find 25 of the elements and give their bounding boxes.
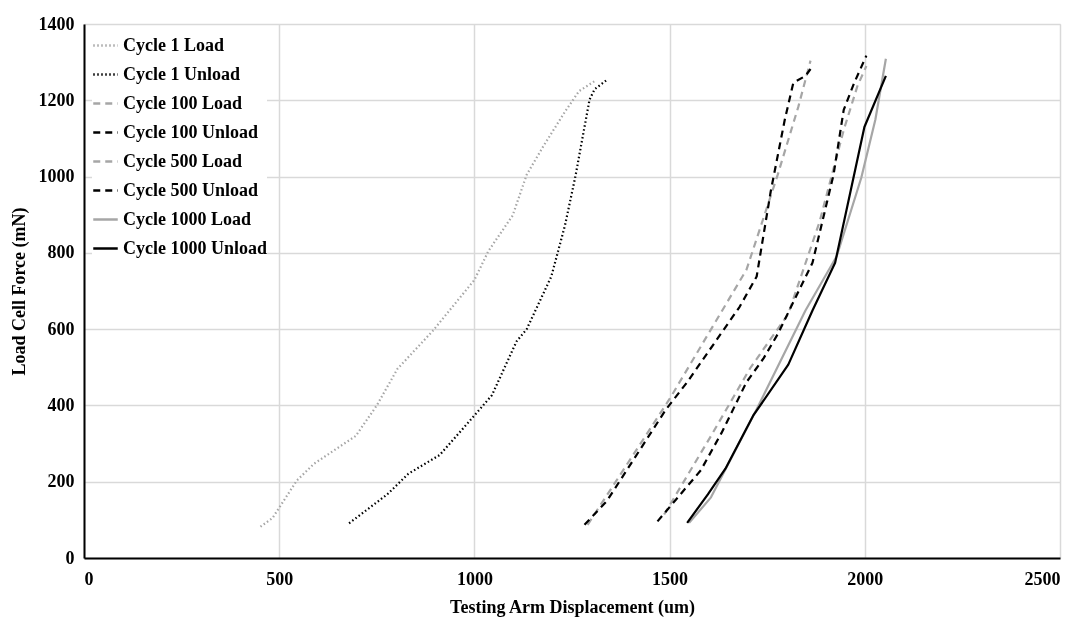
x-axis-title: Testing Arm Displacement (um)	[450, 596, 695, 618]
y-tick-label: 600	[47, 318, 75, 339]
y-tick-label: 800	[47, 242, 75, 263]
legend-label: Cycle 1 Load	[123, 34, 224, 55]
legend-label: Cycle 1000 Load	[123, 208, 251, 229]
legend-label: Cycle 1 Unload	[123, 63, 240, 84]
x-tick-label: 1500	[652, 568, 689, 589]
y-tick-label: 1200	[38, 89, 75, 110]
x-tick-label: 0	[84, 568, 94, 589]
y-tick-label: 400	[47, 394, 75, 415]
y-tick-label: 1400	[38, 13, 75, 34]
y-tick-label: 200	[47, 471, 75, 492]
x-tick-label: 500	[266, 568, 294, 589]
legend-label: Cycle 100 Load	[123, 92, 242, 113]
legend-label: Cycle 100 Unload	[123, 121, 258, 142]
x-tick-label: 2000	[847, 568, 884, 589]
y-tick-label: 0	[65, 547, 75, 568]
legend-label: Cycle 1000 Unload	[123, 237, 267, 258]
y-tick-label: 1000	[38, 166, 75, 187]
legend-label: Cycle 500 Load	[123, 150, 242, 171]
legend-label: Cycle 500 Unload	[123, 179, 258, 200]
y-axis-title: Load Cell Force (mN)	[8, 207, 30, 376]
x-tick-label: 1000	[456, 568, 493, 589]
x-tick-label: 2500	[1024, 568, 1061, 589]
line-series	[347, 78, 608, 525]
